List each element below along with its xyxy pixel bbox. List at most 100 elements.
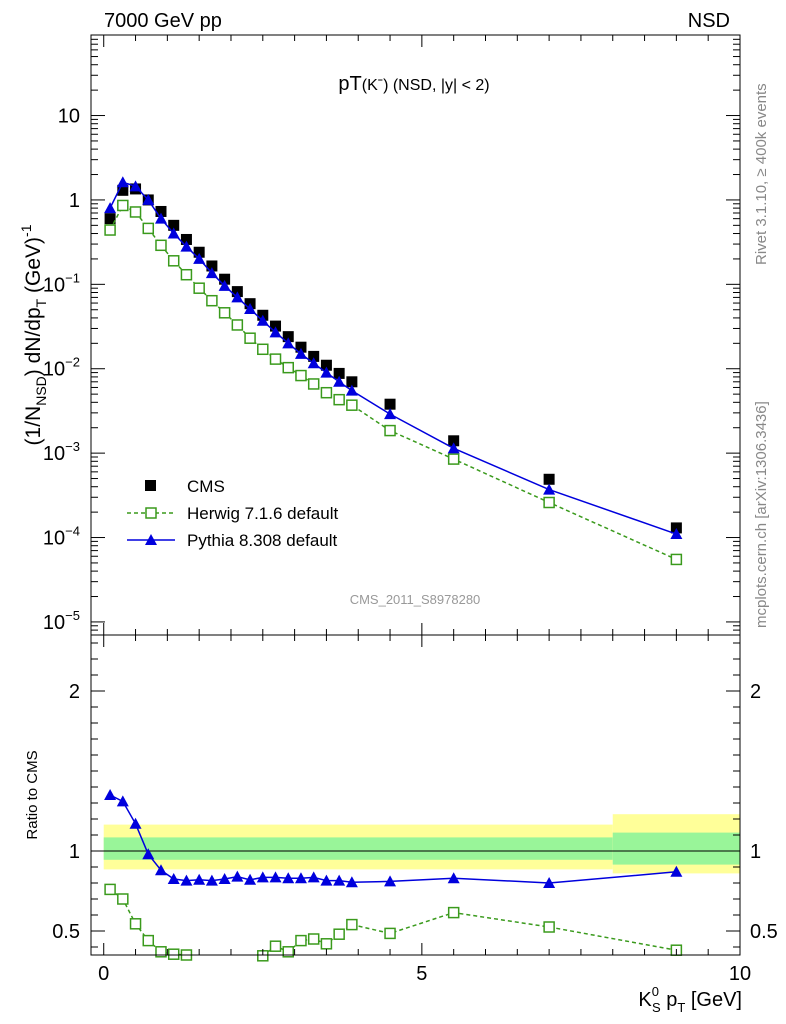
series-pythia-point: [320, 366, 333, 378]
series-pythia-point: [244, 303, 257, 315]
ratio-plot-series: [104, 789, 683, 962]
ratio-series-pythia-point: [282, 872, 295, 884]
ratio-series-pythia-point: [142, 848, 155, 860]
ratio-ytick-label: 1: [69, 841, 80, 863]
series-cms-point: [155, 205, 167, 217]
series-pythia-point: [333, 375, 346, 387]
series-cms-point: [308, 350, 320, 362]
series-pythia-point: [670, 528, 683, 540]
series-herwig-point: [155, 239, 167, 252]
ratio-ytick-label-right: 1: [750, 841, 761, 863]
ratio-series-herwig-point: [333, 928, 345, 940]
ratio-series-herwig-point: [307, 933, 320, 945]
series-pythia-point: [231, 291, 244, 303]
series-cms-point: [346, 376, 358, 388]
ratio-series-pythia-point: [447, 872, 460, 884]
header-right: NSD: [688, 10, 730, 32]
ratio-series-pythia-point: [384, 875, 397, 887]
series-herwig-point: [295, 369, 307, 382]
series-herwig-point: [269, 353, 282, 365]
ratio-series-pythia-point: [345, 876, 358, 888]
ratio-series-herwig-point: [543, 921, 555, 933]
ratio-series-pythia-point: [670, 865, 683, 877]
watermark: CMS_2011_S8978280: [350, 592, 481, 607]
series-cms-point: [448, 435, 460, 447]
ratio-series-pythia-point: [116, 795, 129, 807]
series-herwig-point: [142, 222, 155, 235]
series-herwig-point: [193, 282, 205, 294]
series-pythia-point: [269, 326, 282, 338]
main-plot-ytick-label: 10−4: [43, 524, 80, 550]
ratio-series-pythia-point: [218, 873, 231, 884]
series-line-pythia: [109, 181, 677, 535]
ratio-ytick-label-right: 2: [750, 681, 761, 703]
ratio-series-pythia-point: [167, 873, 180, 884]
series-herwig-point: [218, 307, 231, 319]
series-cms-point: [333, 367, 345, 379]
ratio-series-pythia-point: [205, 874, 218, 886]
ratio-plot-panel: 0 5 10 0.5 0.5 1 1 2 2 Ratio to CMS K0 S pT [GeV]: [24, 634, 778, 1015]
series-pythia: [104, 176, 683, 540]
legend-marker-herwig: [145, 507, 157, 519]
series-pythia-point: [193, 252, 206, 264]
series-herwig-point: [180, 268, 193, 281]
series-herwig-point: [333, 393, 345, 406]
series-herwig-point: [307, 378, 320, 390]
series-pythia-point: [180, 240, 193, 252]
main-plot-ytick-label: 1: [69, 190, 80, 212]
header-left: 7000 GeV pp: [104, 10, 222, 32]
series-cms-point: [104, 213, 116, 225]
rivet-label: Rivet 3.1.10, ≥ 400k events: [753, 83, 770, 265]
series-herwig-point: [543, 496, 555, 509]
ratio-series-pythia-point: [320, 874, 333, 886]
ratio-series-line-pythia: [109, 794, 677, 884]
series-pythia-point: [154, 212, 167, 224]
ratio-series-pythia-point: [543, 877, 556, 888]
main-plot-axes: 10 1 10−1 10−2 10−3 10−4 10−5: [43, 34, 741, 636]
ratio-series-herwig-point: [129, 918, 142, 930]
uncertainty-band-inner: [103, 837, 613, 860]
series-pythia-point: [129, 180, 142, 192]
series-cms-point: [543, 473, 555, 485]
ratio-series-line-herwig: [262, 911, 677, 957]
series-herwig-point: [104, 224, 116, 236]
main-plot-ytick-label: 10−3: [43, 439, 80, 465]
series-pythia-point: [384, 408, 397, 420]
series-cms-point: [206, 260, 218, 272]
ratio-series-pythia-point: [180, 874, 193, 886]
legend-label-pythia: Pythia 8.308 default: [187, 531, 338, 550]
ratio-ytick-label: 2: [69, 681, 80, 703]
series-cms-point: [282, 331, 294, 343]
series-herwig-point: [384, 424, 396, 437]
series-pythia-point: [142, 193, 155, 205]
series-pythia-point: [116, 176, 129, 188]
series-herwig-point: [167, 255, 180, 267]
ratio-series-herwig-point: [295, 934, 307, 947]
main-plot-ytick-label: 10−1: [43, 270, 80, 296]
legend: CMS Herwig 7.1.6 default Pythia 8.308 de…: [127, 477, 338, 550]
ratio-xtick-label: 5: [416, 963, 427, 985]
main-plot-ylabel: (1/NNSD) dN/dpT (GeV)-1: [18, 224, 49, 445]
ratio-series-pythia-point: [244, 873, 257, 885]
series-pythia-point: [307, 357, 320, 369]
main-plot-ytick-label: 10−2: [43, 355, 80, 381]
series-herwig-point: [244, 332, 256, 344]
series-herwig-point: [320, 386, 333, 399]
series-herwig-point: [670, 553, 683, 566]
series-cms-point: [670, 522, 682, 534]
ratio-series-pythia-point: [294, 872, 307, 884]
series-herwig-point: [447, 453, 460, 465]
series-cms-point: [270, 320, 282, 332]
main-plot-title: pT(Kˉ) (NSD, |y| < 2): [338, 73, 489, 95]
series-pythia-point: [167, 227, 180, 239]
ratio-bands: [103, 814, 740, 874]
ratio-series-pythia-point: [256, 871, 269, 883]
ratio-series-pythia-point: [104, 789, 117, 800]
uncertainty-band-inner: [612, 832, 740, 865]
ratio-series-herwig: [104, 883, 683, 962]
ratio-series-pythia: [104, 789, 683, 888]
ratio-plot-axes: 0 5 10 0.5 0.5 1 1 2 2: [52, 635, 778, 985]
ratio-xlabel: K0 S pT [GeV]: [638, 984, 742, 1015]
series-cms-point: [168, 219, 180, 231]
